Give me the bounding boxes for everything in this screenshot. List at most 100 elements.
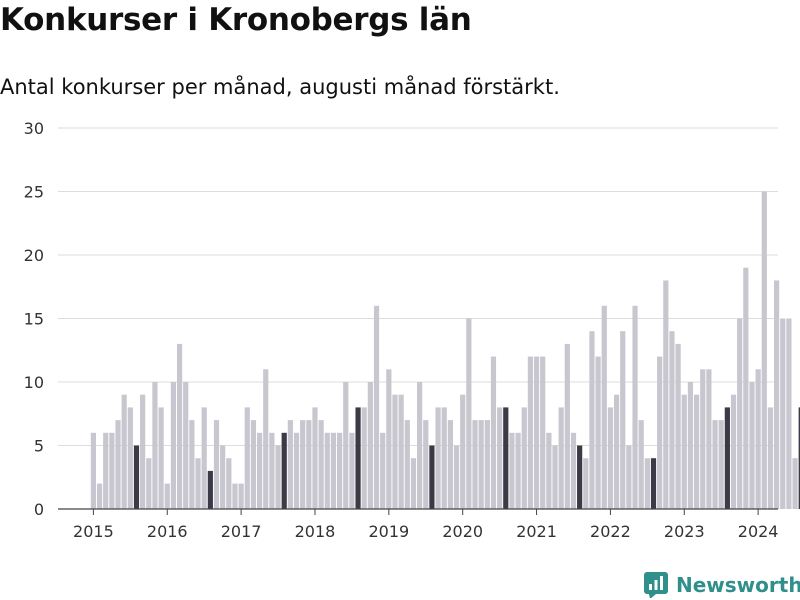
bar <box>644 458 650 509</box>
bar <box>103 432 109 509</box>
bar <box>687 382 694 509</box>
newsworthy-logo-icon <box>644 572 668 598</box>
bar <box>115 420 121 509</box>
bar <box>281 432 287 509</box>
bar <box>650 458 657 509</box>
bar <box>244 407 250 509</box>
bar <box>330 432 337 509</box>
y-tick-label: 30 <box>24 119 44 138</box>
bar <box>466 318 472 509</box>
x-tick-label: 2022 <box>590 522 631 541</box>
bar <box>632 305 638 509</box>
bar <box>263 369 269 509</box>
bar <box>767 407 774 509</box>
bar <box>730 394 737 509</box>
y-tick-label: 20 <box>24 246 44 265</box>
bar <box>453 445 460 509</box>
y-tick-label: 25 <box>24 183 44 202</box>
bar <box>300 420 306 509</box>
bar <box>447 420 453 509</box>
bar <box>601 305 607 509</box>
bar <box>626 445 632 509</box>
y-tick-label: 15 <box>24 310 44 329</box>
bar <box>306 420 312 509</box>
bar <box>570 432 577 509</box>
bar <box>798 407 800 509</box>
bar <box>127 407 133 509</box>
bar <box>786 318 792 509</box>
bar <box>441 407 447 509</box>
bar <box>429 445 435 509</box>
bar <box>743 267 749 509</box>
bar <box>435 407 441 509</box>
bar <box>189 420 195 509</box>
newsworthy-logo: Newsworthy <box>644 570 800 600</box>
bar <box>613 394 620 509</box>
x-tick-label: 2024 <box>738 522 779 541</box>
bar <box>96 483 103 509</box>
bar <box>521 407 527 509</box>
bar <box>312 407 318 509</box>
bar <box>595 356 601 509</box>
bar <box>663 280 669 509</box>
bar <box>675 343 681 509</box>
bar <box>669 331 675 509</box>
bar <box>515 432 521 509</box>
bar <box>706 369 712 509</box>
bar <box>558 407 564 509</box>
bar <box>170 382 177 509</box>
bars: 5 <box>90 191 800 509</box>
bar <box>410 458 417 509</box>
bar <box>176 343 183 509</box>
x-tick-label: 2016 <box>147 522 188 541</box>
bar <box>213 420 220 509</box>
bar <box>146 458 152 509</box>
bar <box>324 432 330 509</box>
bar <box>207 470 213 509</box>
bar <box>712 420 718 509</box>
logo-text: Newsworthy <box>676 573 800 597</box>
y-tick-label: 0 <box>34 500 44 519</box>
bar <box>577 445 583 509</box>
bar <box>792 458 798 509</box>
bar <box>392 394 398 509</box>
bar <box>737 318 743 509</box>
bar <box>657 356 663 509</box>
bar <box>607 407 614 509</box>
chart-subtitle: Antal konkurser per månad, augusti månad… <box>0 75 560 99</box>
bar <box>386 369 392 509</box>
bar <box>90 432 96 509</box>
bar <box>355 407 361 509</box>
bar <box>269 432 275 509</box>
bar <box>761 191 767 509</box>
y-tick-label: 5 <box>34 437 44 456</box>
bar <box>238 483 244 509</box>
bar <box>780 318 786 509</box>
bar <box>152 382 158 509</box>
bar <box>417 382 423 509</box>
bar <box>133 445 140 509</box>
bar <box>490 356 497 509</box>
x-tick-label: 2017 <box>221 522 262 541</box>
bar <box>749 382 755 509</box>
bar <box>564 343 570 509</box>
x-tick-label: 2020 <box>442 522 483 541</box>
bar <box>724 407 730 509</box>
bar <box>183 382 189 509</box>
bar <box>509 432 515 509</box>
bar <box>250 420 257 509</box>
bar <box>121 394 127 509</box>
bar <box>546 432 552 509</box>
bar <box>164 483 170 509</box>
bar <box>774 280 780 509</box>
bar <box>361 407 367 509</box>
bar <box>287 420 293 509</box>
bar <box>700 369 706 509</box>
bar <box>540 356 546 509</box>
bar <box>226 458 232 509</box>
x-tick-label: 2021 <box>516 522 557 541</box>
x-tick-label: 2018 <box>295 522 336 541</box>
bar <box>293 432 300 509</box>
bar <box>497 407 503 509</box>
